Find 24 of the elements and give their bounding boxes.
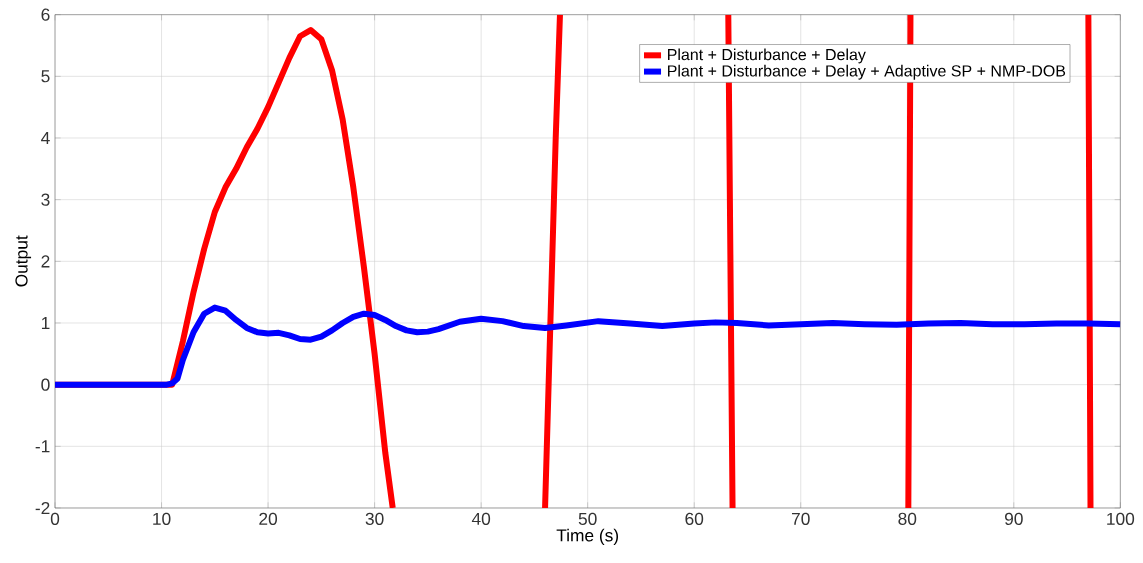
x-tick-label: 0 xyxy=(50,512,60,525)
x-tick-label: 30 xyxy=(365,512,384,525)
x-tick-label: 70 xyxy=(791,512,810,525)
x-tick-label: 50 xyxy=(578,512,597,525)
y-tick-label: 2 xyxy=(41,255,50,268)
x-tick-label: 60 xyxy=(685,512,704,525)
x-tick-label: 10 xyxy=(153,512,171,525)
x-axis-title: Time (s) xyxy=(556,528,619,545)
y-tick-label: 5 xyxy=(41,70,50,83)
y-tick-label: 1 xyxy=(41,317,50,329)
legend-label: Plant + Disturbance + Delay + Adaptive SP + NMP-DOB xyxy=(668,64,1066,80)
y-tick-label: 3 xyxy=(41,193,50,206)
y-tick-label: -2 xyxy=(35,501,50,515)
x-tick-label: 100 xyxy=(1107,512,1135,525)
x-tick-label: 90 xyxy=(1004,512,1023,525)
x-tick-label: 40 xyxy=(471,512,491,525)
y-tick-label: 6 xyxy=(41,8,50,21)
x-tick-label: 80 xyxy=(898,512,917,525)
y-tick-label: 0 xyxy=(41,378,50,391)
y-tick-label: 4 xyxy=(41,132,50,144)
legend-label: Plant + Disturbance + Delay xyxy=(668,48,866,64)
x-tick-label: 20 xyxy=(259,512,278,525)
y-axis-title: Output xyxy=(15,235,32,287)
y-tick-label: -1 xyxy=(35,440,50,453)
